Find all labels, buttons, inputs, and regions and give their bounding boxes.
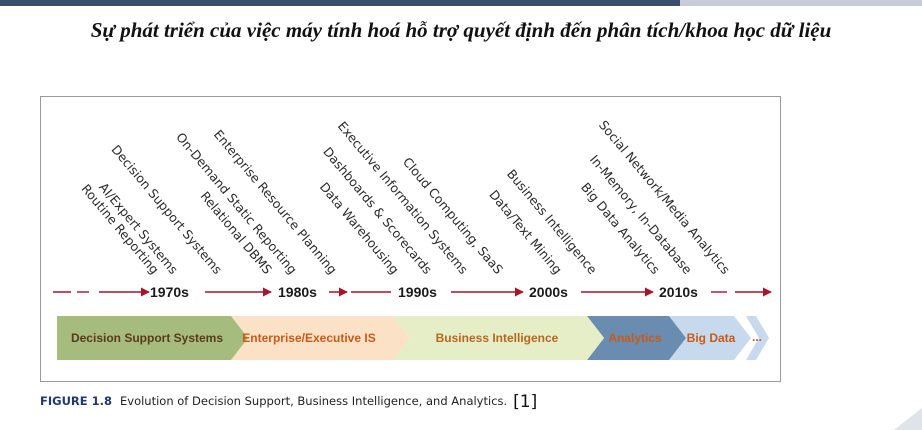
corner-decoration	[894, 408, 922, 430]
tech-label: Executive Information Systems	[335, 118, 471, 276]
technology-labels: Routine Reporting AI/Expert Systems Deci…	[78, 117, 733, 277]
decade-label: 1980s	[278, 284, 317, 300]
era-label-enterprise-executive-is: Enterprise/Executive IS	[242, 331, 375, 345]
caption-text: Evolution of Decision Support, Business …	[120, 394, 508, 408]
era-chevron-decision-support-systems	[57, 316, 248, 360]
evolution-diagram: Routine Reporting AI/Expert Systems Deci…	[53, 117, 772, 360]
figure-label: FIGURE 1.8	[40, 394, 112, 408]
header-accent-bar-light	[680, 0, 922, 6]
decade-labels: 1970s 1980s 1990s 2000s 2010s	[150, 284, 698, 300]
decade-label: 1990s	[398, 284, 437, 300]
figure-caption: FIGURE 1.8 Evolution of Decision Support,…	[40, 392, 537, 412]
era-chevron-business-intelligence	[393, 316, 604, 360]
era-chevron-big-data	[669, 316, 751, 360]
header-accent-bar	[0, 0, 740, 6]
slide-title: Sự phát triển của việc máy tính hoá hỗ t…	[90, 18, 832, 42]
era-labels: Decision Support Systems Enterprise/Exec…	[71, 330, 762, 345]
figure-frame: Routine Reporting AI/Expert Systems Deci…	[40, 96, 781, 382]
era-band	[57, 316, 769, 360]
era-label-big-data: Big Data	[687, 331, 736, 345]
era-chevron-more	[746, 316, 769, 360]
decade-label: 1970s	[150, 284, 189, 300]
era-chevron-analytics	[587, 316, 686, 360]
decade-label: 2010s	[659, 284, 698, 300]
decade-label: 2000s	[529, 284, 568, 300]
era-label-analytics: Analytics	[608, 331, 662, 345]
era-label-decision-support-systems: Decision Support Systems	[71, 331, 223, 345]
era-label-more: ...	[752, 330, 762, 344]
era-chevron-enterprise-executive-is	[231, 316, 410, 360]
reference-marker: [1]	[513, 392, 538, 412]
era-label-business-intelligence: Business Intelligence	[436, 331, 559, 345]
